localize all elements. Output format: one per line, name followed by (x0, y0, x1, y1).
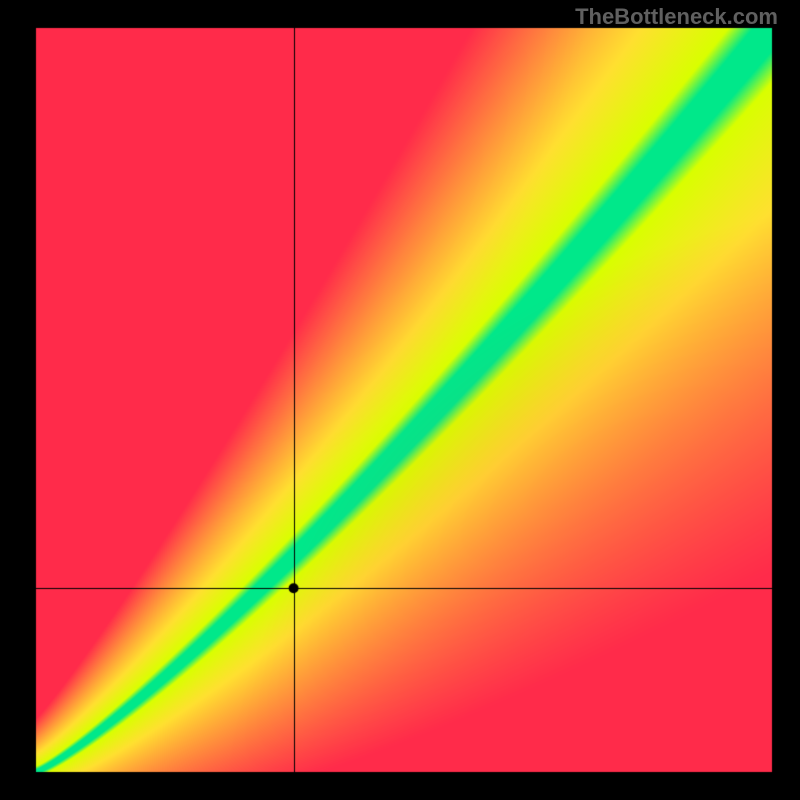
heatmap-chart (0, 0, 800, 800)
chart-container: TheBottleneck.com (0, 0, 800, 800)
watermark-text: TheBottleneck.com (575, 4, 778, 30)
